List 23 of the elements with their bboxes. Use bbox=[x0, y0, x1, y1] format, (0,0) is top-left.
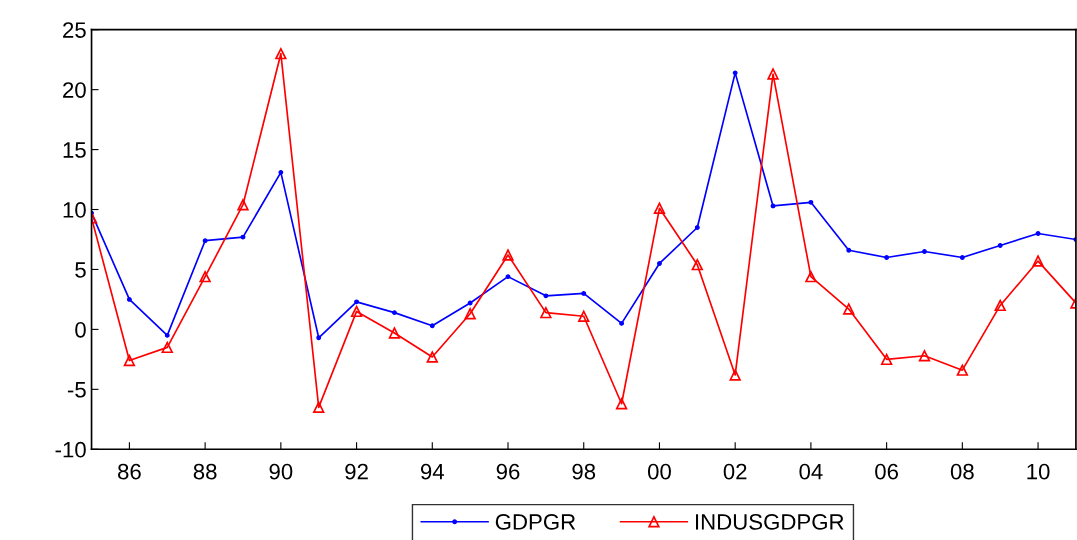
x-tick-label: 06 bbox=[875, 463, 898, 480]
y-tick-label: 10 bbox=[63, 202, 86, 218]
x-tick-label: 04 bbox=[799, 463, 823, 480]
y-tick-label: 15 bbox=[63, 142, 86, 158]
y-tick-label: 20 bbox=[63, 82, 86, 98]
x-tick-label: 86 bbox=[118, 463, 141, 480]
x-tick-label: 88 bbox=[193, 463, 217, 480]
x-tick-label: 02 bbox=[723, 463, 747, 480]
x-tick-label: 96 bbox=[496, 463, 520, 480]
x-tick-label: 00 bbox=[647, 463, 671, 480]
x-tick-label: 94 bbox=[420, 463, 444, 480]
legend-label: GDPGR bbox=[495, 514, 576, 530]
y-tick-label: 5 bbox=[75, 262, 86, 278]
x-tick-label: 98 bbox=[572, 463, 596, 480]
x-tick-label: 08 bbox=[950, 463, 974, 480]
x-tick-label: 90 bbox=[269, 463, 293, 480]
y-tick-label: -10 bbox=[55, 441, 86, 458]
legend-label: INDUSGDPGR bbox=[695, 514, 844, 530]
y-tick-label: 0 bbox=[75, 321, 86, 338]
y-tick-label: -5 bbox=[67, 382, 86, 398]
y-tick-label: 25 bbox=[63, 22, 86, 38]
x-tick-label: 92 bbox=[345, 463, 368, 480]
x-tick-label: 10 bbox=[1027, 463, 1050, 480]
